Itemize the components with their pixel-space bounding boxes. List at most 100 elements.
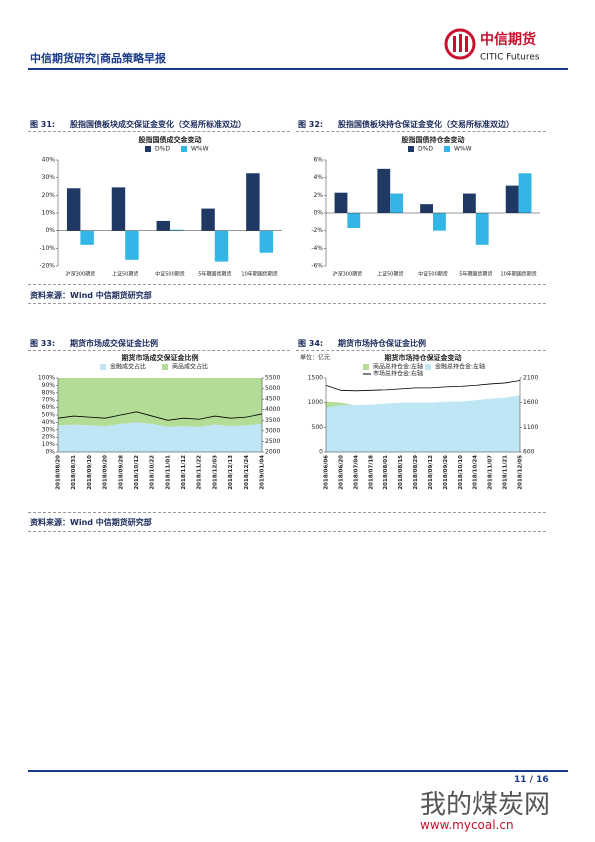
y2-tick-label: 1600 xyxy=(523,399,538,406)
legend-label: D%D xyxy=(418,146,433,153)
legend-label: W%W xyxy=(191,146,209,153)
y-tick-label: 0% xyxy=(313,210,323,217)
legend-label: 商品成交占比 xyxy=(172,363,208,371)
y-tick-label: 100% xyxy=(38,375,55,382)
y-tick-label: 50% xyxy=(42,412,56,419)
legend-swatch xyxy=(425,364,431,370)
figure-title: 股指国债板块成交保证金变化（交易所标准双边） xyxy=(70,120,246,129)
x-tick-label: 中证500期货 xyxy=(418,271,448,278)
x-tick-label: 2018/12/13 xyxy=(228,455,234,490)
page-number: 11 / 16 xyxy=(514,775,549,785)
footer-rule xyxy=(28,770,568,772)
source: 资料来源：Wind 中信期货研究部 xyxy=(30,291,152,300)
x-tick-label: 上证50期货 xyxy=(112,271,138,278)
x-tick-label: 2018/08/29 xyxy=(413,455,419,490)
logo-bar xyxy=(459,34,462,52)
y-tick-label: 2% xyxy=(313,192,323,199)
y2-tick-label: 2100 xyxy=(523,375,538,382)
x-tick-label: 2018/08/31 xyxy=(71,455,77,490)
x-tick-label: 2018/10/22 xyxy=(150,455,156,490)
bar xyxy=(505,185,519,213)
header-rule xyxy=(28,68,568,70)
bar xyxy=(66,188,81,231)
legend-label: W%W xyxy=(454,146,472,153)
y-tick-label: -4% xyxy=(311,245,323,252)
y-tick-label: 80% xyxy=(42,389,56,396)
y2-tick-label: 5000 xyxy=(265,385,280,392)
y2-tick-label: 3500 xyxy=(265,417,280,424)
bar xyxy=(80,230,94,245)
x-tick-label: 2018/12/03 xyxy=(212,455,218,490)
logo-cn: 中信期货 xyxy=(480,31,536,48)
y-tick-label: -6% xyxy=(311,263,323,270)
bar xyxy=(462,193,476,213)
logo-bar xyxy=(465,36,468,52)
x-tick-label: 2018/08/15 xyxy=(398,455,404,490)
x-tick-label: 2018/09/10 xyxy=(87,455,93,490)
line xyxy=(325,380,521,392)
source: 资料来源：Wind 中信期货研究部 xyxy=(30,518,152,527)
figure-label: 图 32: xyxy=(298,120,324,129)
logo-ring xyxy=(444,28,476,60)
x-tick-label: 2018/11/21 xyxy=(503,455,509,490)
y-tick-label: 0% xyxy=(45,449,55,456)
legend-label: 商品总持仓金:左轴 xyxy=(373,363,423,371)
y-tick-label: 40% xyxy=(42,157,56,164)
chart-title: 股指国债持仓金变动 xyxy=(401,135,465,144)
legend-swatch xyxy=(145,146,151,152)
x-tick-label: 2018/09/12 xyxy=(428,455,434,490)
figure-title: 期货市场持仓保证金比例 xyxy=(338,339,426,348)
y-tick-label: 70% xyxy=(42,397,56,404)
x-tick-label: 2018/07/18 xyxy=(368,455,374,490)
y2-tick-label: 2000 xyxy=(265,449,280,456)
figure-label: 图 34: xyxy=(298,339,324,348)
chart-title: 期货市场持仓保证金变动 xyxy=(385,353,462,362)
area xyxy=(58,378,262,427)
bar xyxy=(433,213,446,231)
y-tick-label: 500 xyxy=(312,424,324,431)
legend-swatch xyxy=(162,364,168,370)
x-tick-label: 2018/09/26 xyxy=(443,455,449,490)
legend-label: 市场总持仓金:右轴 xyxy=(373,370,423,378)
x-tick-label: 2018/08/01 xyxy=(383,455,389,490)
y-tick-label: 60% xyxy=(42,404,56,411)
watermark-url: www.mycoal.cn xyxy=(420,818,514,832)
x-tick-label: 2019/01/04 xyxy=(260,455,266,490)
bar xyxy=(334,192,348,213)
y-tick-label: 1500 xyxy=(308,375,323,382)
y2-tick-label: 4500 xyxy=(265,396,280,403)
x-tick-label: 2018/09/20 xyxy=(103,455,109,490)
header-title: 中信期货研究|商品策略早报 xyxy=(30,52,167,65)
bar xyxy=(259,230,274,253)
area xyxy=(326,395,520,452)
y-tick-label: 1000 xyxy=(308,399,323,406)
x-tick-label: 沪深300期货 xyxy=(333,271,363,278)
y2-tick-label: 2500 xyxy=(265,438,280,445)
bar xyxy=(156,220,170,231)
chart: 期货市场成交保证金比例 0%10%20%30%40%50%60%70%80%90%… xyxy=(38,353,281,490)
area xyxy=(58,422,262,452)
x-tick-label: 2018/09/28 xyxy=(118,455,124,490)
y2-tick-label: 600 xyxy=(523,449,535,456)
chart-title: 股指国债成交金变动 xyxy=(138,135,202,144)
logo-bar xyxy=(453,36,456,52)
legend-swatch xyxy=(100,364,106,370)
x-tick-label: 2018/11/07 xyxy=(488,455,494,490)
x-tick-label: 2018/06/20 xyxy=(338,455,344,490)
bar xyxy=(214,230,229,262)
y-tick-label: 40% xyxy=(42,419,56,426)
bar xyxy=(420,204,433,213)
bar xyxy=(201,208,215,231)
legend-swatch xyxy=(363,364,369,370)
y-tick-label: 6% xyxy=(313,157,323,164)
y-tick-label: 20% xyxy=(42,192,56,199)
unit-label: 单位：亿元 xyxy=(300,354,330,362)
figure-title: 股指国债板块持仓保证金变化（交易所标准双边） xyxy=(338,120,514,129)
y-tick-label: 20% xyxy=(42,434,56,441)
y-tick-label: -2% xyxy=(311,227,323,234)
y2-tick-label: 3000 xyxy=(265,427,280,434)
legend-swatch xyxy=(444,146,450,152)
x-tick-label: 2018/06/06 xyxy=(324,455,330,490)
x-tick-label: 2018/12/24 xyxy=(244,455,250,490)
